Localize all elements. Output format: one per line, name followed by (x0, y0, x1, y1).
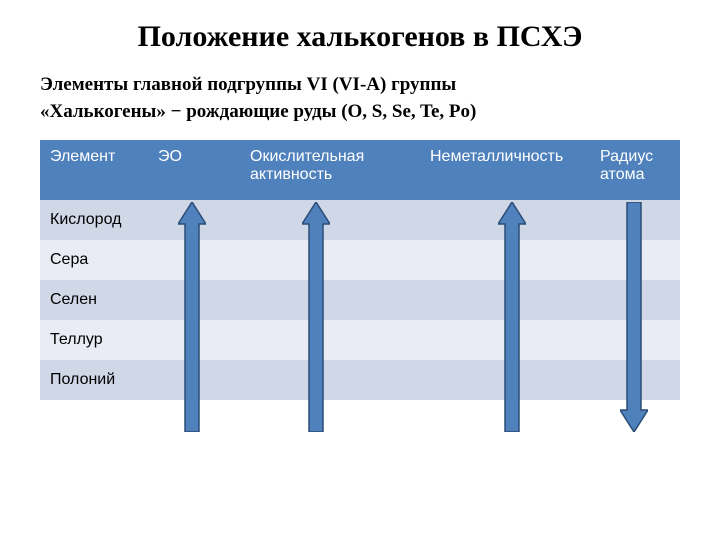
col-eo: ЭО (148, 140, 240, 200)
col-element: Элемент (40, 140, 148, 200)
cell-nonmetal (420, 240, 590, 280)
table-row: Полоний (40, 360, 680, 400)
cell-oxidative (240, 320, 420, 360)
cell-radius (590, 320, 680, 360)
cell-radius (590, 280, 680, 320)
subtitle: Элементы главной подгруппы VI (VI-A) гру… (40, 72, 680, 125)
cell-element: Кислород (40, 200, 148, 240)
cell-element: Полоний (40, 360, 148, 400)
cell-radius (590, 240, 680, 280)
col-oxidative: Окислительная активность (240, 140, 420, 200)
cell-radius (590, 200, 680, 240)
cell-oxidative (240, 200, 420, 240)
cell-oxidative (240, 360, 420, 400)
cell-radius (590, 360, 680, 400)
table-row: Селен (40, 280, 680, 320)
cell-element: Теллур (40, 320, 148, 360)
table-header-row: Элемент ЭО Окислительная активность Неме… (40, 140, 680, 200)
cell-eo (148, 360, 240, 400)
chalcogen-table: Элемент ЭО Окислительная активность Неме… (40, 140, 680, 400)
cell-nonmetal (420, 360, 590, 400)
table-container: Элемент ЭО Окислительная активность Неме… (40, 140, 680, 400)
cell-eo (148, 200, 240, 240)
cell-eo (148, 240, 240, 280)
cell-nonmetal (420, 320, 590, 360)
cell-element: Сера (40, 240, 148, 280)
cell-oxidative (240, 280, 420, 320)
page-title: Положение халькогенов в ПСХЭ (40, 20, 680, 54)
subtitle-line-1: Элементы главной подгруппы VI (VI-A) гру… (40, 74, 456, 95)
col-nonmetal: Неметалличность (420, 140, 590, 200)
cell-eo (148, 320, 240, 360)
cell-element: Селен (40, 280, 148, 320)
cell-nonmetal (420, 280, 590, 320)
table-row: Кислород (40, 200, 680, 240)
table-row: Сера (40, 240, 680, 280)
col-radius: Радиус атома (590, 140, 680, 200)
subtitle-line-2: «Халькогены» − рождающие руды (O, S, Se,… (40, 101, 476, 122)
table-row: Теллур (40, 320, 680, 360)
cell-nonmetal (420, 200, 590, 240)
cell-eo (148, 280, 240, 320)
cell-oxidative (240, 240, 420, 280)
